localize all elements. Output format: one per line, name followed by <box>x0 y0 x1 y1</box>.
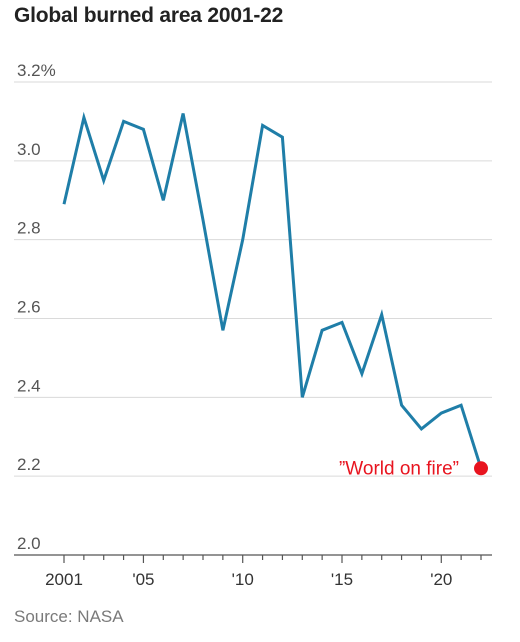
y-tick-label: 2.0 <box>17 534 41 553</box>
x-tick-label: 2001 <box>45 570 83 589</box>
series <box>62 111 483 469</box>
y-tick-label: 2.4 <box>17 376 41 395</box>
x-tick-label: '05 <box>132 570 154 589</box>
x-tick-label: '15 <box>331 570 353 589</box>
annotation-label: ”World on fire” <box>339 458 459 479</box>
x-tick-label: '10 <box>232 570 254 589</box>
highlight-dot <box>474 461 488 476</box>
annotation: ”World on fire” <box>339 458 488 479</box>
series-line <box>62 111 483 469</box>
y-tick-label: 3.0 <box>17 140 41 159</box>
y-tick-label: 3.2% <box>17 61 56 80</box>
line-chart: 2.02.22.42.62.83.03.2% 2001'05'10'15'20 … <box>14 61 492 589</box>
y-axis-tick-labels: 2.0 2.2 2.4 2.6 2.8 3.0 3.2% <box>17 61 56 553</box>
chart-title: Global burned area 2001-22 <box>14 4 284 27</box>
x-axis: 2001 '05 '10 '15 '20 <box>45 555 482 589</box>
x-tick-label: '20 <box>430 570 452 589</box>
gridlines <box>14 81 492 556</box>
y-tick-label: 2.8 <box>17 219 41 238</box>
y-tick-label: 2.2 <box>17 455 41 474</box>
y-tick-label: 2.6 <box>17 298 41 317</box>
source-note: Source: NASA <box>14 607 124 626</box>
